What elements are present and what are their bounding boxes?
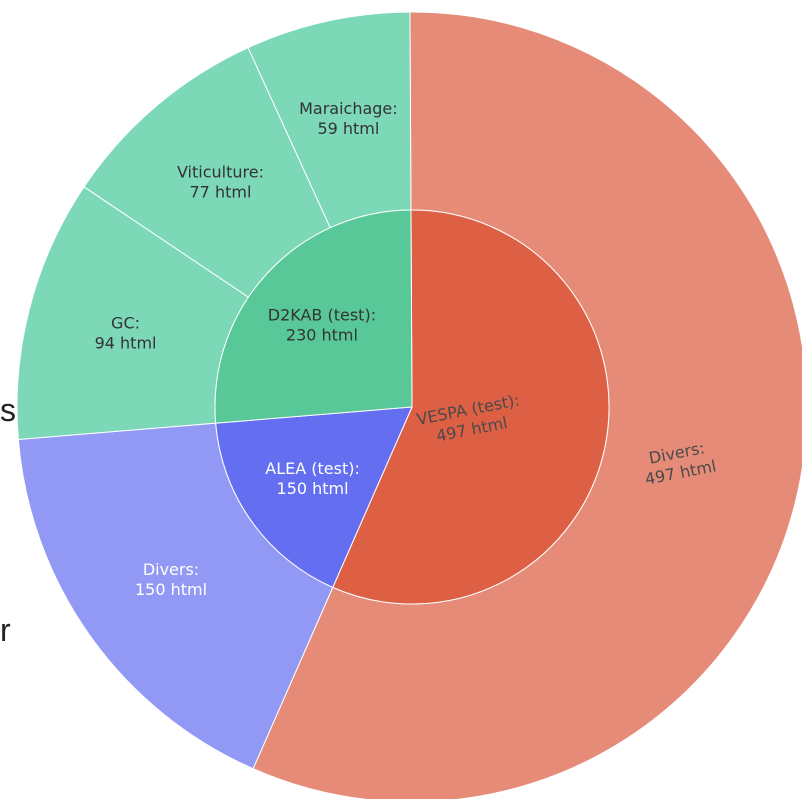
cropped-text-fragment: s bbox=[0, 392, 16, 428]
slice-label-d2kab-viticulture: Viticulture: 77 html bbox=[177, 162, 264, 201]
slice-label-name: ALEA (test): bbox=[265, 459, 360, 478]
slice-label-value: 150 html bbox=[277, 479, 349, 498]
slice-label-d2kab: D2KAB (test): 230 html bbox=[268, 305, 376, 344]
slice-label-name: Maraichage: bbox=[299, 99, 398, 118]
slice-label-value: 230 html bbox=[286, 325, 358, 344]
slice-label-value: 94 html bbox=[95, 333, 157, 352]
slice-label-name: GC: bbox=[111, 313, 140, 332]
slice-vespa[interactable] bbox=[332, 209, 610, 605]
slice-d2kab[interactable] bbox=[214, 209, 413, 424]
slice-label-alea-divers: Divers: 150 html bbox=[135, 560, 207, 599]
inner-ring bbox=[214, 209, 610, 605]
slice-label-alea: ALEA (test): 150 html bbox=[265, 459, 360, 498]
outer-ring bbox=[16, 11, 802, 799]
slice-label-name: Viticulture: bbox=[177, 162, 264, 181]
slice-label-d2kab-gc: GC: 94 html bbox=[95, 313, 157, 352]
slice-label-d2kab-maraichage: Maraichage: 59 html bbox=[299, 99, 398, 138]
slice-label-value: 59 html bbox=[317, 119, 379, 138]
cropped-text-fragment: re bbox=[0, 612, 12, 648]
slice-label-value: 77 html bbox=[190, 182, 252, 201]
slice-label-value: 150 html bbox=[135, 580, 207, 599]
slice-label-name: Divers: bbox=[143, 560, 199, 579]
slice-label-name: D2KAB (test): bbox=[268, 305, 376, 324]
slice-alea[interactable] bbox=[215, 406, 413, 589]
